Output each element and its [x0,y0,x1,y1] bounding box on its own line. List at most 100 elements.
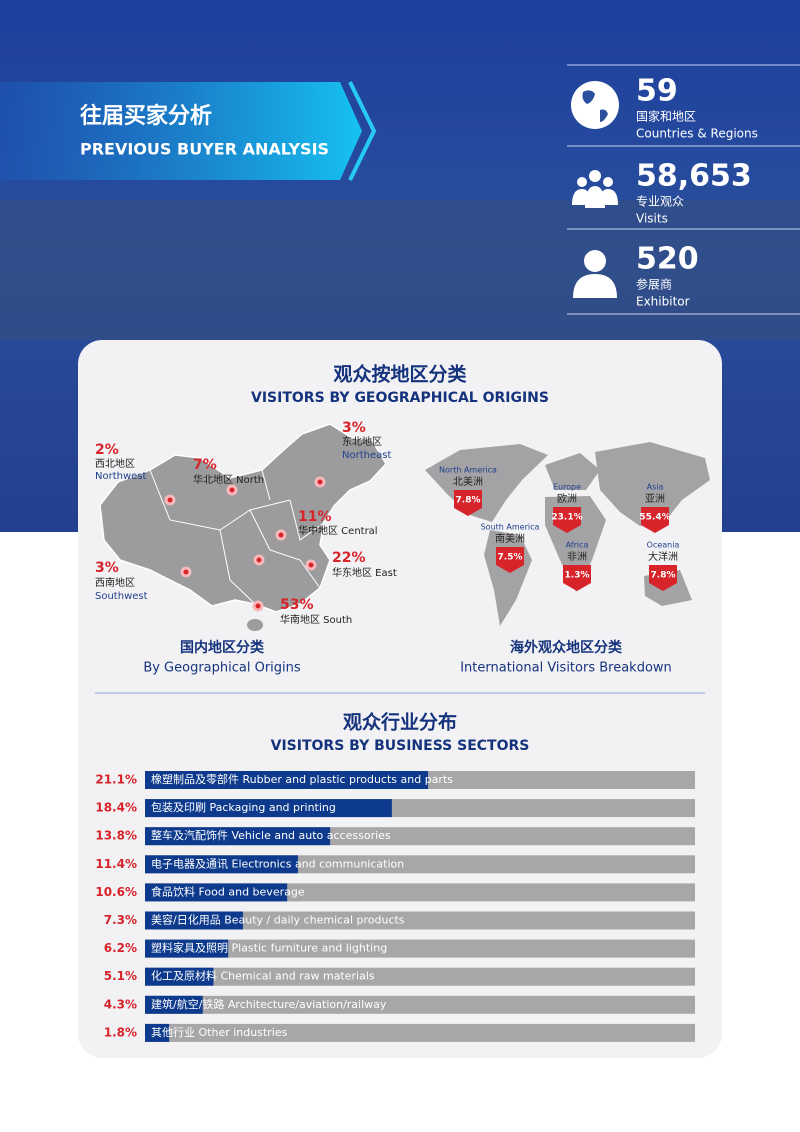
caption-en: By Geographical Origins [143,661,301,676]
people-icon [572,170,618,208]
tag-shape [553,507,581,533]
region-pct: 1.3% [565,571,590,581]
bar [145,911,243,930]
region-en: Asia [647,483,664,492]
region-en: South America [481,523,540,532]
stat-label-en: Countries & Regions [636,127,758,141]
region-cn: 大洋洲 [648,550,678,563]
bar [145,771,429,789]
bar [145,883,288,902]
crowd-photo [0,200,800,340]
value-label: 6.2% [104,941,137,955]
category-label: 美容/日化用品 Beauty / daily chemical products [151,913,405,927]
region-pct: 22% [332,550,366,566]
region-en: Europe [553,483,581,492]
region-en: North America [439,466,497,475]
tag-shape [496,547,524,573]
category-label: 建筑/航空/铁路 Architecture/aviation/railway [151,997,387,1011]
stat-label-cn: 参展商 [636,277,672,292]
title-cn: 往届买家分析 [80,103,212,129]
chart-title: 观众行业分布 [343,711,457,734]
category-label: 橡塑制品及零部件 Rubber and plastic products and… [151,772,453,786]
bar [145,995,203,1014]
person-icon [573,250,617,298]
chevron [348,81,377,181]
region-label: 华中地区 Central [298,524,378,537]
region-label: 华东地区 East [332,566,397,579]
section-title-en: VISITORS BY GEOGRAPHICAL ORIGINS [251,390,549,406]
stat-label-cn: 专业观众 [636,194,684,209]
value-label: 13.8% [95,829,137,843]
stat-label-en: Visits [636,212,668,226]
globe-icon [571,81,619,129]
region-en: Oceania [647,541,680,550]
region-cn: 北美洲 [453,475,483,488]
value-label: 18.4% [95,801,137,815]
title-en: PREVIOUS BUYER ANALYSIS [80,140,329,159]
region-cn: 亚洲 [645,493,665,505]
bar-track [145,939,695,958]
hainan [247,619,263,631]
category-label: 化工及原材料 Chemical and raw materials [151,969,375,983]
title-banner [0,82,362,180]
value-label: 7.3% [104,913,137,927]
stat-value: 58,653 [636,159,752,194]
category-label: 电子电器及通讯 Electronics and communication [151,857,404,870]
value-label: 5.1% [104,969,137,983]
region-cn: 南美洲 [495,532,525,545]
category-label: 包装及印刷 Packaging and printing [151,801,336,814]
tag-shape [649,565,677,591]
category-label: 塑料家具及照明 Plastic furniture and lighting [151,941,387,955]
bar [145,967,214,986]
bar [145,799,392,818]
section-title-cn: 观众按地区分类 [333,363,466,386]
bar [145,827,331,846]
value-label: 10.6% [95,885,137,899]
region-markers [164,476,326,612]
region-pct: 3% [95,560,119,576]
bar-track [145,967,695,986]
region-pct: 7.5% [498,553,523,563]
stats [567,64,800,315]
category-label: 整车及汽配饰件 Vehicle and auto accessories [151,828,391,842]
stat-label-en: Exhibitor [636,295,690,309]
tag-shape [454,490,482,516]
bar [145,939,229,958]
region-pct: 7.8% [456,496,481,506]
bar-track [145,911,695,930]
bar-track [145,995,695,1014]
region-pct: 7% [193,457,217,473]
region-cn: 西南地区 [95,576,135,589]
bar [145,1023,170,1042]
region-pct: 11% [298,509,332,525]
region-cn: 东北地区 [342,435,382,448]
region-pct: 2% [95,442,119,458]
region-en: Africa [566,541,589,550]
region-en: Northwest [95,471,147,482]
sector-bars: 21.1% 橡塑制品及零部件 Rubber and plastic product… [95,771,695,1042]
region-label: 华北地区 North [193,473,264,486]
region-cn: 西北地区 [95,457,135,470]
caption-cn: 国内地区分类 [180,639,265,656]
region-en: Southwest [95,591,148,602]
value-label: 1.8% [104,1025,137,1039]
value-label: 21.1% [95,773,137,787]
region-pct: 23.1% [551,513,582,523]
region-en: Northeast [342,450,391,461]
region-label: 华南地区 South [280,613,352,626]
province-borders [149,469,326,605]
stat-value: 520 [636,242,699,277]
bar-track [145,1023,695,1042]
region-pct: 53% [280,597,314,613]
region-pct: 55.4% [639,513,670,523]
value-label: 4.3% [104,997,137,1011]
category-label: 其他行业 Other industries [151,1026,288,1039]
category-label: 食品饮料 Food and beverage [151,884,305,898]
caption-en: International Visitors Breakdown [460,661,672,676]
value-label: 11.4% [95,857,137,871]
chart-subtitle: VISITORS BY BUSINESS SECTORS [271,738,530,754]
region-pct: 7.8% [651,571,676,581]
stat-label-cn: 国家和地区 [636,109,696,124]
